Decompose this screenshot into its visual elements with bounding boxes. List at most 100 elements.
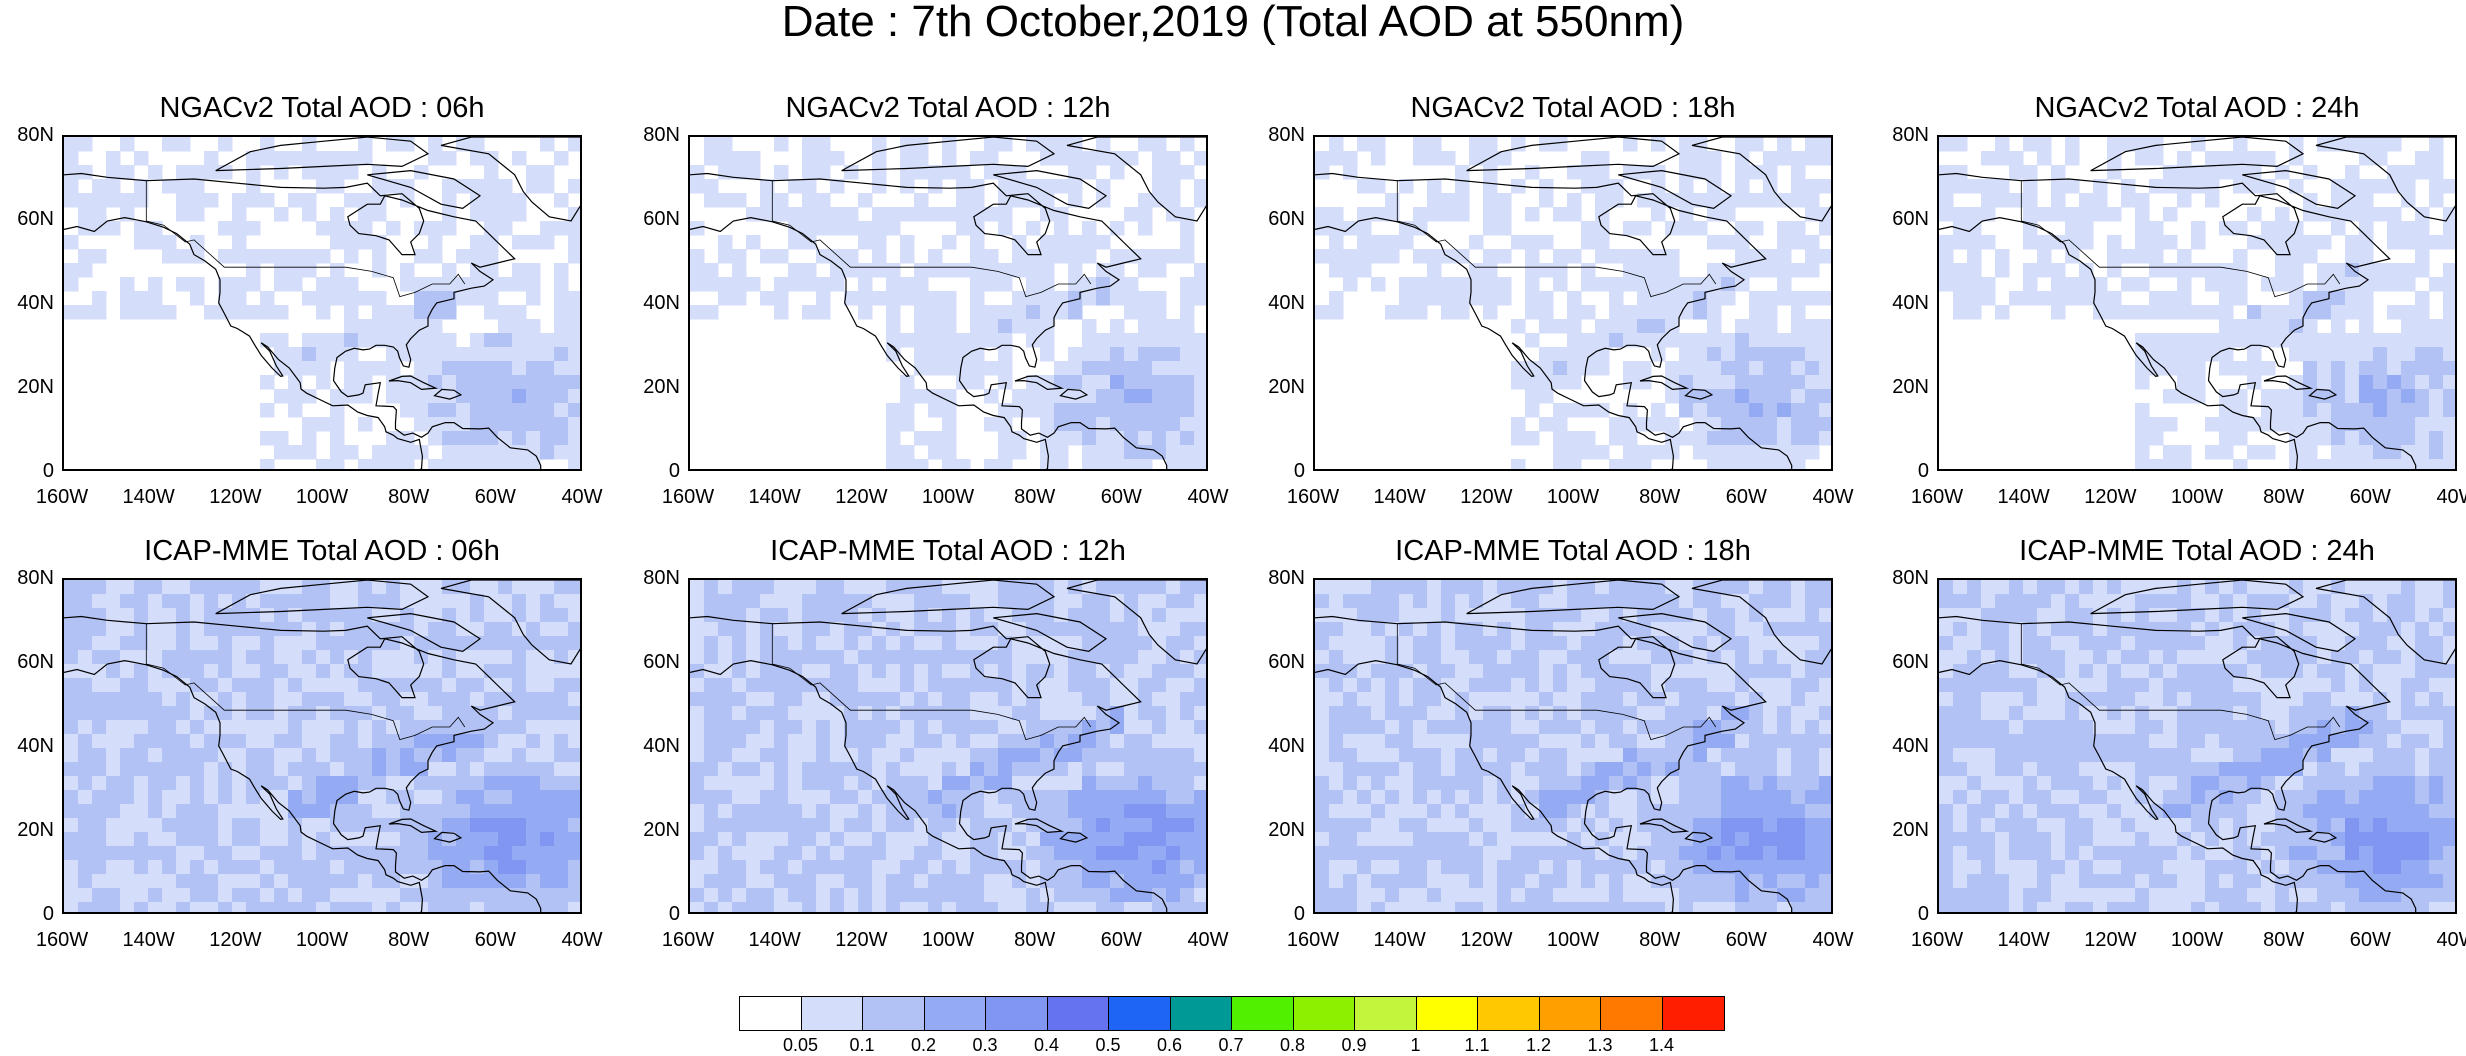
lon-tick-label: 120W [2084,929,2137,951]
lat-tick-label: 60N [17,208,54,230]
colorbar-swatch [1232,997,1294,1030]
lon-tick-label: 60W [1725,929,1767,951]
aod-map [64,580,580,912]
lon-tick-label: 100W [921,929,975,951]
country-border [2020,180,2341,298]
greenland-outline [1691,137,1831,222]
colorbar-label: 0.6 [1156,1035,1183,1055]
colorbar-label: 1.4 [1648,1035,1675,1055]
lat-tick-label: 0 [42,460,54,482]
aod-map-panel [688,578,1208,914]
aod-map [690,137,1206,469]
lat-tick-label: 20N [1268,376,1305,398]
lat-tick-label: 40N [1268,292,1305,314]
colorbar-label: 0.2 [910,1035,937,1055]
lat-tick-label: 0 [1917,903,1929,925]
figure-title: Date : 7th October,2019 (Total AOD at 55… [781,0,1685,46]
colorbar-label: 0.5 [1095,1035,1121,1055]
arctic-island [841,580,1056,615]
lon-tick-label: 60W [474,929,516,951]
island-hispaniola [1059,831,1089,843]
lon-tick-label: 60W [1725,486,1767,508]
island-cuba [388,818,439,834]
greenland-outline [2315,580,2455,665]
country-border [771,623,1092,741]
colorbar-label: 0.8 [1279,1035,1306,1055]
coastline-west [64,216,424,469]
colorbar-swatch [924,997,986,1030]
island-hispaniola [2308,388,2338,400]
arctic-island [2242,169,2357,210]
lat-tick-label: 40N [17,292,54,314]
lon-tick-label: 160W [661,929,715,951]
panel-title: ICAP-MME Total AOD : 12h [770,535,1126,567]
coastline-west [1315,659,1675,912]
colorbar-label: 1 [1410,1035,1421,1055]
lon-tick-label: 160W [1286,486,1340,508]
country-border [2020,623,2341,741]
colorbar-label: 0.7 [1218,1035,1244,1055]
aod-map [1939,580,2455,912]
island-hispaniola [2308,831,2338,843]
lon-tick-label: 60W [2349,486,2391,508]
lon-tick-label: 100W [295,929,349,951]
lon-tick-label: 40W [1187,929,1229,951]
panel-title: ICAP-MME Total AOD : 24h [2019,535,2375,567]
lon-tick-label: 60W [2349,929,2391,951]
colorbar-swatch [740,997,802,1030]
island-cuba [1639,818,1690,834]
lat-tick-label: 40N [17,735,54,757]
lat-tick-label: 80N [1892,124,1929,146]
lat-tick-label: 40N [1892,735,1929,757]
lat-tick-label: 40N [643,735,680,757]
lat-tick-label: 0 [1917,460,1929,482]
arctic-island [2090,580,2305,615]
lon-tick-label: 120W [1460,486,1513,508]
aod-map-panel [688,135,1208,471]
colorbar-swatch [1355,997,1417,1030]
colorbar-label: 1.3 [1587,1035,1613,1055]
arctic-island [993,612,1108,653]
greenland-outline [1691,580,1831,665]
panel-title: ICAP-MME Total AOD : 18h [1395,535,1751,567]
lon-tick-label: 160W [1286,929,1340,951]
lon-tick-label: 160W [1910,929,1964,951]
lon-tick-label: 100W [921,486,975,508]
lat-tick-label: 0 [42,903,54,925]
country-border [771,180,1092,298]
aod-map-panel [1313,578,1833,914]
lon-tick-label: 100W [2170,929,2224,951]
lat-tick-label: 0 [668,460,680,482]
arctic-island [1466,137,1681,172]
coastline-west [690,659,1050,912]
lat-tick-label: 40N [643,292,680,314]
lon-tick-label: 80W [2263,486,2305,508]
lon-tick-label: 140W [1997,486,2050,508]
lon-tick-label: 160W [661,486,715,508]
lat-tick-label: 20N [1268,819,1305,841]
island-hispaniola [1059,388,1089,400]
coastline-east [690,172,1168,469]
colorbar-swatch [1416,997,1478,1030]
aod-colorbar [739,996,1725,1031]
colorbar-label: 0.1 [849,1035,875,1055]
lon-tick-label: 120W [835,486,888,508]
lon-tick-label: 160W [35,929,89,951]
aod-field [1315,580,1831,912]
lon-tick-label: 120W [2084,486,2137,508]
island-cuba [388,375,439,391]
lat-tick-label: 80N [17,124,54,146]
coastline-east [64,172,542,469]
colorbar-swatch [1047,997,1109,1030]
lon-tick-label: 60W [1100,486,1142,508]
island-cuba [2263,375,2314,391]
aod-field [64,137,580,469]
lon-tick-label: 40W [2436,929,2466,951]
lon-tick-label: 80W [388,929,430,951]
lat-tick-label: 80N [1268,567,1305,589]
greenland-outline [2315,137,2455,222]
colorbar-swatch [1170,997,1232,1030]
aod-map [64,137,580,469]
lon-tick-label: 60W [474,486,516,508]
arctic-island [367,169,482,210]
